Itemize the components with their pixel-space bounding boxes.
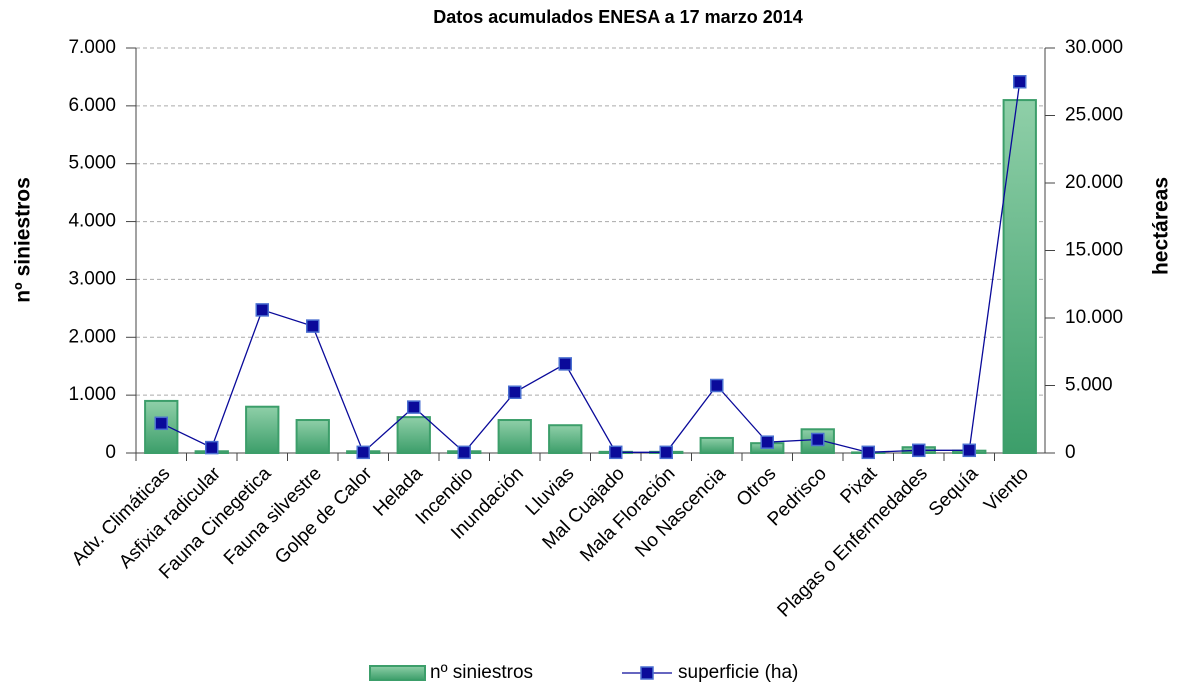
marker xyxy=(912,443,926,458)
x-tick-label: Pixat xyxy=(837,463,882,508)
marker xyxy=(609,445,623,460)
y2-tick-label: 5.000 xyxy=(1065,375,1113,396)
legend-swatch xyxy=(369,665,426,681)
y-tick-label: 7.000 xyxy=(68,37,116,58)
marker xyxy=(811,432,825,447)
marker xyxy=(407,400,421,414)
bar xyxy=(396,416,431,454)
bar xyxy=(699,436,734,455)
y2-tick-label: 30.000 xyxy=(1065,37,1123,58)
marker xyxy=(558,357,572,371)
marker xyxy=(710,378,724,393)
y-tick-label: 4.000 xyxy=(68,211,116,232)
y-tick-label: 1.000 xyxy=(68,384,116,405)
marker xyxy=(861,445,875,460)
y-tick-label: 3.000 xyxy=(68,268,116,289)
marker xyxy=(306,319,320,333)
legend-label: superficie (ha) xyxy=(678,662,798,683)
bar xyxy=(1002,99,1037,454)
marker xyxy=(760,435,774,449)
marker xyxy=(1013,75,1027,89)
marker xyxy=(255,303,269,317)
marker xyxy=(356,445,370,460)
marker xyxy=(457,445,471,460)
y2-tick-label: 0 xyxy=(1065,442,1076,463)
bar xyxy=(295,419,330,454)
x-tick-label: No Nascencia xyxy=(631,463,730,562)
legend-swatch xyxy=(640,666,654,680)
marker xyxy=(154,416,168,431)
marker xyxy=(962,443,976,458)
y-axis-title: nº siniestros xyxy=(12,177,35,303)
x-tick-label: Viento xyxy=(980,463,1033,516)
marker xyxy=(205,440,219,455)
y2-tick-label: 15.000 xyxy=(1065,240,1123,261)
legend-label: nº siniestros xyxy=(430,662,533,683)
marker xyxy=(659,445,673,460)
x-tick-label: Otros xyxy=(733,463,781,511)
chart-title: Datos acumulados ENESA a 17 marzo 2014 xyxy=(433,7,802,27)
y-tick-label: 6.000 xyxy=(68,95,116,116)
y2-tick-label: 25.000 xyxy=(1065,105,1123,126)
bar xyxy=(497,419,532,454)
y2-axis-title: hectáreas xyxy=(1150,177,1173,275)
bar xyxy=(548,424,583,455)
bar xyxy=(245,405,280,455)
y-tick-label: 2.000 xyxy=(68,326,116,347)
y-tick-label: 0 xyxy=(105,442,116,463)
y-tick-label: 5.000 xyxy=(68,153,116,174)
line xyxy=(160,81,1021,454)
y2-tick-label: 10.000 xyxy=(1065,307,1123,328)
marker xyxy=(508,385,522,399)
y2-tick-label: 20.000 xyxy=(1065,172,1123,193)
x-tick-label: Sequía xyxy=(925,463,983,521)
